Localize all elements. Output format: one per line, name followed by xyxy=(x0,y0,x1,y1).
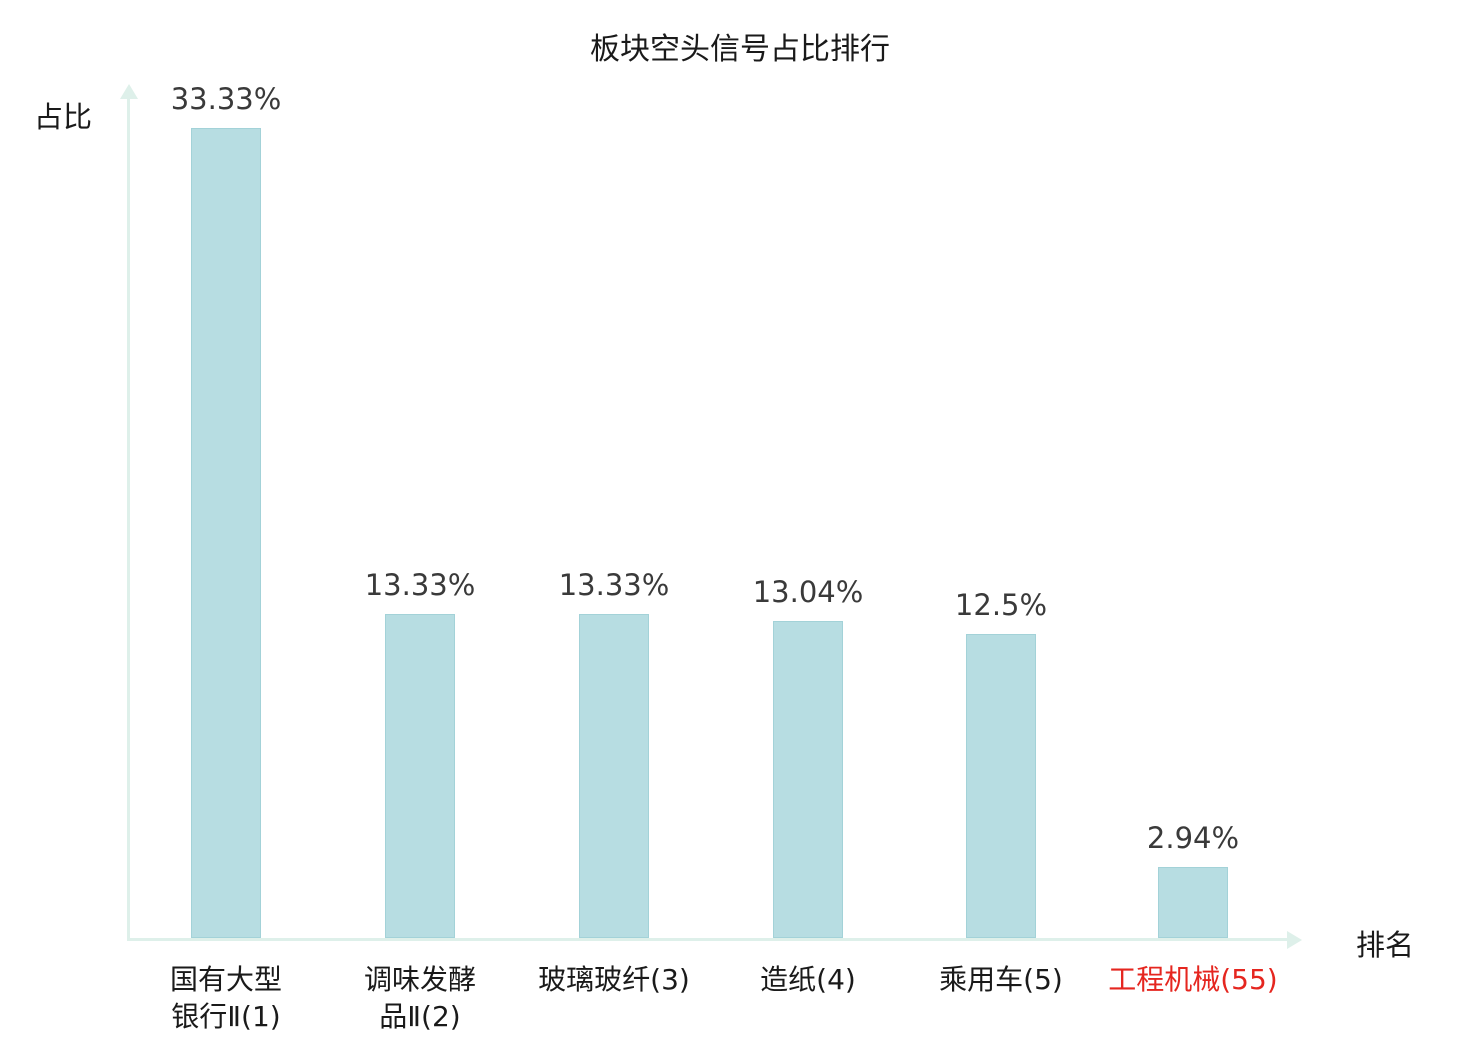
x-axis-label: 排名 xyxy=(1356,928,1415,962)
chart-title: 板块空头信号占比排行 xyxy=(590,32,890,67)
category-label: 调味发酵 品Ⅱ(2) xyxy=(300,962,540,1036)
bar-value-label: 13.33% xyxy=(364,568,476,602)
bar-value-label: 33.33% xyxy=(170,82,282,116)
bar xyxy=(191,128,261,938)
y-axis-line xyxy=(127,98,130,941)
bar xyxy=(385,614,455,938)
bar xyxy=(966,634,1036,938)
x-axis-line xyxy=(127,938,1289,941)
bar xyxy=(1158,867,1228,938)
y-axis-label: 占比 xyxy=(34,100,93,134)
category-label-line: 品Ⅱ(2) xyxy=(379,999,461,1033)
category-label-line: 乘用车(5) xyxy=(939,963,1063,996)
category-label-line: 国有大型 xyxy=(169,963,282,996)
bar xyxy=(579,614,649,938)
bar-value-label: 12.5% xyxy=(954,588,1048,622)
category-label: 造纸(4) xyxy=(688,962,928,999)
y-axis-arrow-icon xyxy=(120,84,138,99)
category-label-line: 玻璃玻纤(3) xyxy=(538,963,690,996)
category-label-line: 造纸(4) xyxy=(760,963,856,996)
bar-value-label: 13.04% xyxy=(752,575,864,609)
bar-value-label: 13.33% xyxy=(558,568,670,602)
category-label: 国有大型 银行Ⅱ(1) xyxy=(106,962,346,1036)
category-label-line: 银行Ⅱ(1) xyxy=(171,999,281,1033)
category-label: 乘用车(5) xyxy=(881,962,1121,999)
category-label: 玻璃玻纤(3) xyxy=(494,962,734,999)
category-label: 工程机械(55) xyxy=(1073,962,1313,999)
bar xyxy=(773,621,843,938)
category-label-line: 工程机械(55) xyxy=(1108,963,1278,996)
bar-value-label: 2.94% xyxy=(1146,821,1240,855)
x-axis-arrow-icon xyxy=(1287,931,1302,949)
category-label-line: 调味发酵 xyxy=(363,963,476,996)
